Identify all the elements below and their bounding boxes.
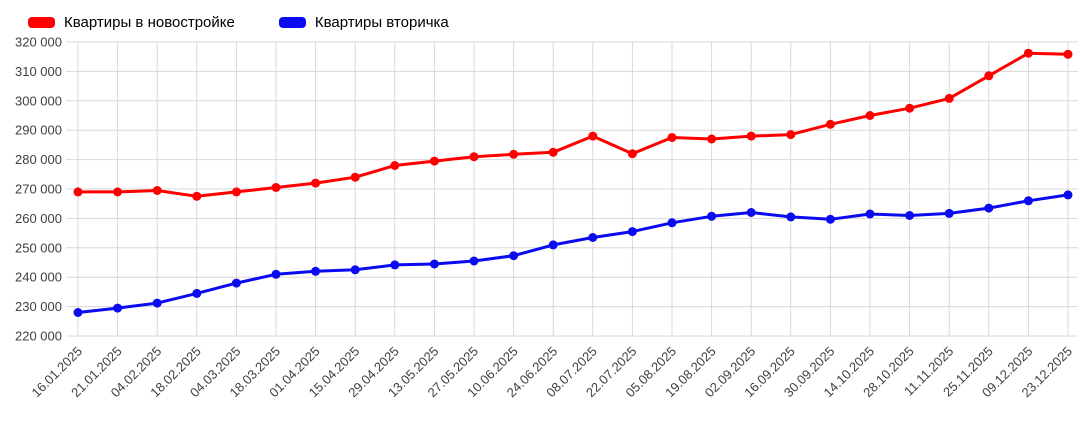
svg-text:270 000: 270 000 <box>15 182 62 197</box>
svg-text:320 000: 320 000 <box>15 35 62 50</box>
svg-text:250 000: 250 000 <box>15 240 62 255</box>
legend-swatch-secondary-icon <box>278 17 306 28</box>
chart-canvas: 220 000 230 000 240 000 250 000 260 000 270 0… <box>15 35 1078 400</box>
svg-text:300 000: 300 000 <box>15 93 62 108</box>
legend-item-secondary[interactable]: Квартиры вторичка <box>278 14 449 31</box>
svg-text:290 000: 290 000 <box>15 123 62 138</box>
legend-item-new-buildings[interactable]: Квартиры в новостройке <box>28 14 235 31</box>
svg-text:230 000: 230 000 <box>15 299 62 314</box>
svg-text:220 000: 220 000 <box>15 329 62 344</box>
chart-legend: Квартиры в новостройке Квартиры вторичка <box>0 0 1081 34</box>
svg-text:240 000: 240 000 <box>15 270 62 285</box>
legend-swatch-new-buildings-icon <box>28 17 55 28</box>
legend-label-new-buildings: Квартиры в новостройке <box>64 14 235 31</box>
svg-text:260 000: 260 000 <box>15 211 62 226</box>
svg-text:310 000: 310 000 <box>15 64 62 79</box>
svg-text:280 000: 280 000 <box>15 152 62 167</box>
legend-label-secondary: Квартиры вторичка <box>314 14 449 31</box>
